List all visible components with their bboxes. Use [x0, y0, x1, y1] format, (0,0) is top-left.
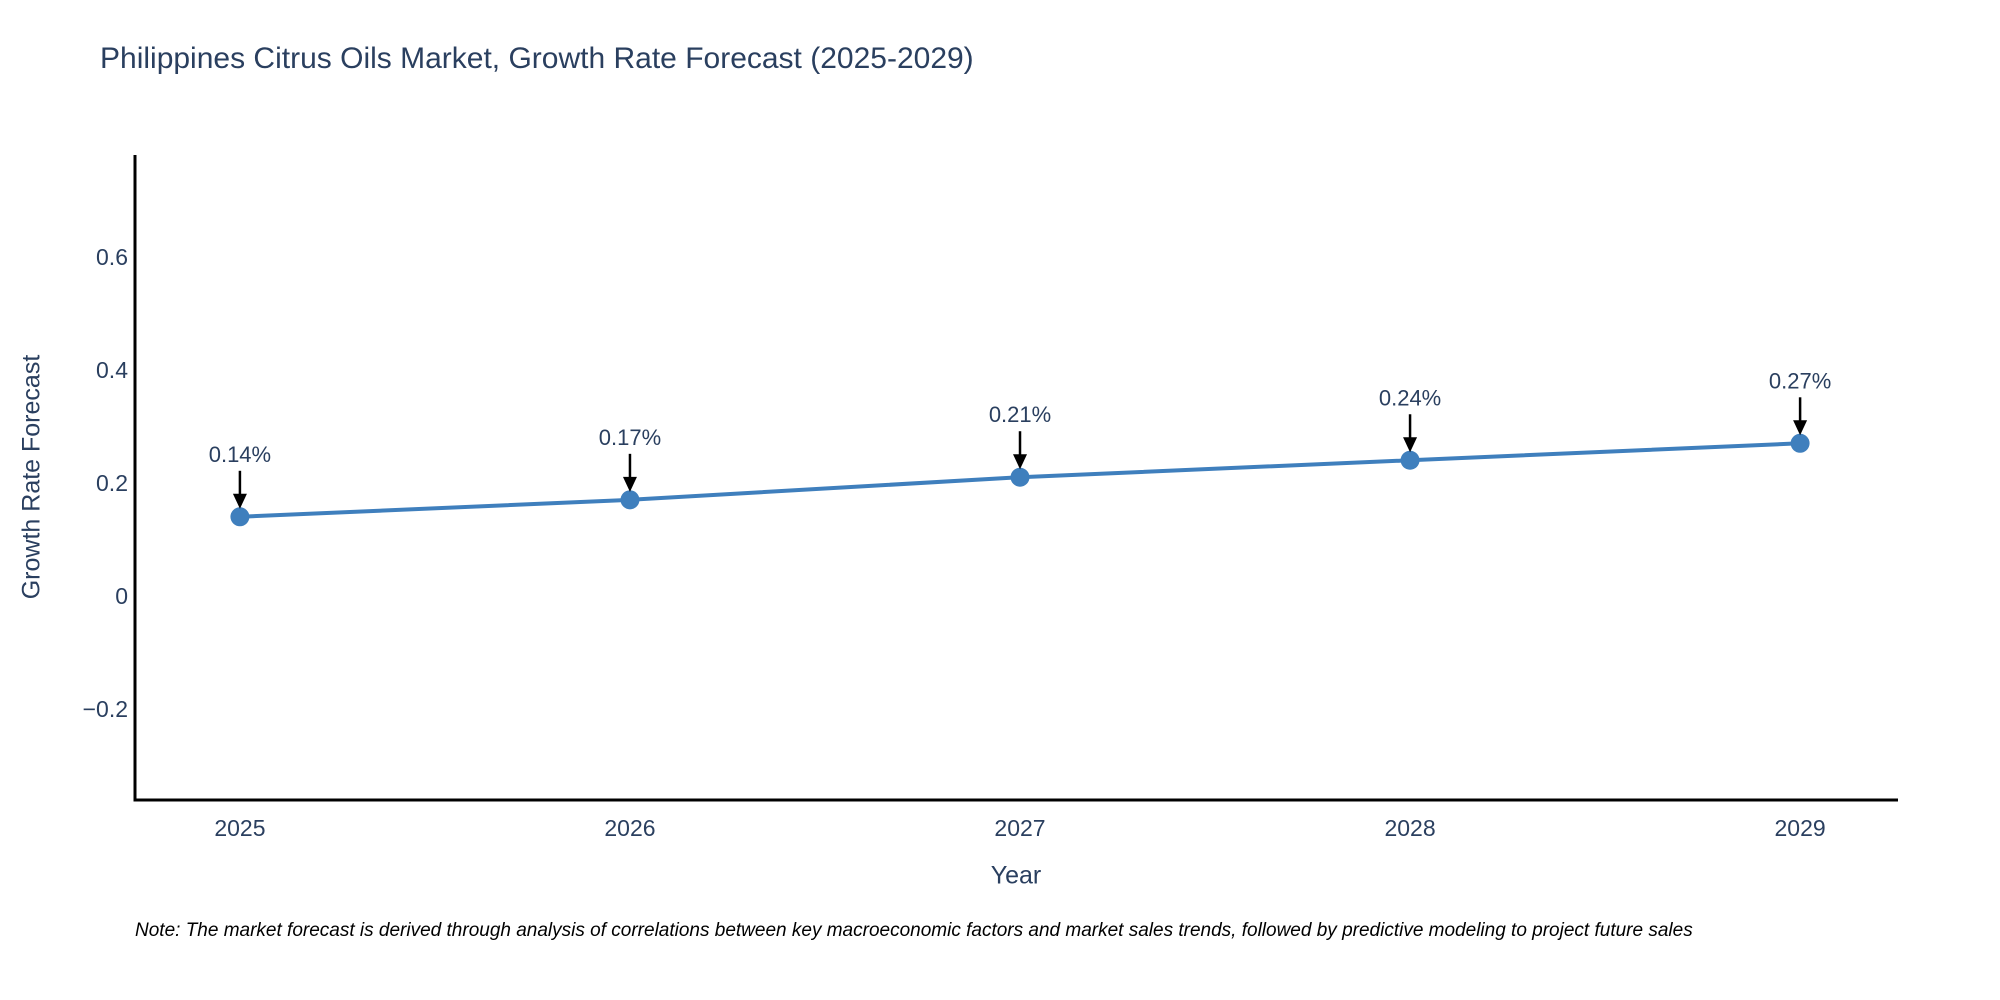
data-point-2027[interactable]: [1010, 467, 1030, 487]
x-axis-title: Year: [990, 861, 1042, 890]
data-point-2028[interactable]: [1400, 450, 1420, 470]
annotation-arrow-head-icon: [1013, 454, 1028, 470]
data-point-2025[interactable]: [230, 507, 250, 527]
x-tick-label: 2025: [214, 815, 265, 841]
point-label: 0.24%: [1379, 385, 1441, 410]
x-tick-label: 2026: [604, 815, 655, 841]
annotation-arrow-head-icon: [622, 476, 637, 492]
y-tick-label: −0.2: [83, 696, 128, 722]
annotation-arrow-head-icon: [1403, 437, 1418, 453]
y-tick-label: 0: [115, 583, 128, 609]
data-point-2026[interactable]: [620, 490, 640, 510]
y-tick-label: 0.2: [96, 470, 128, 496]
x-tick-label: 2029: [1775, 815, 1826, 841]
annotation-arrow-head-icon: [1793, 420, 1808, 436]
point-label: 0.17%: [599, 425, 661, 450]
point-label: 0.14%: [209, 442, 271, 467]
footnote: Note: The market forecast is derived thr…: [135, 920, 1693, 941]
x-tick-label: 2028: [1384, 815, 1435, 841]
data-point-2029[interactable]: [1790, 433, 1810, 453]
annotation-arrow-head-icon: [232, 493, 247, 509]
chart-title: Philippines Citrus Oils Market, Growth R…: [100, 42, 974, 75]
x-tick-label: 2027: [994, 815, 1045, 841]
point-label: 0.21%: [989, 402, 1051, 427]
y-tick-label: 0.6: [96, 244, 128, 270]
y-tick-label: 0.4: [96, 357, 128, 383]
point-label: 0.27%: [1769, 368, 1831, 393]
